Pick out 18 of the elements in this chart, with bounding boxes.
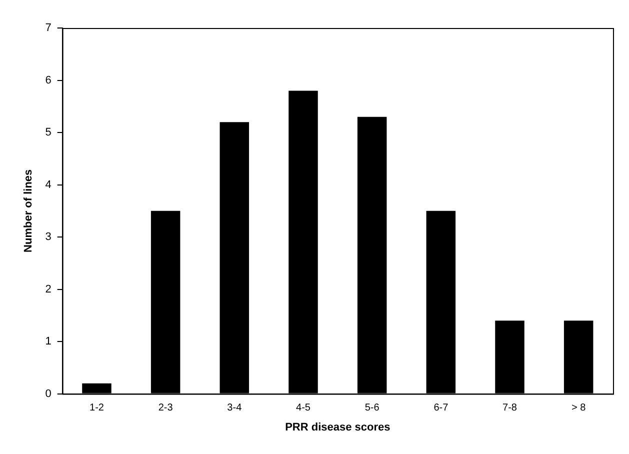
x-tick-label: 2-3 <box>158 402 174 414</box>
x-axis-title: PRR disease scores <box>285 421 390 434</box>
x-tick-label: 7-8 <box>502 402 518 414</box>
y-tick-label: 5 <box>45 126 52 139</box>
y-tick-label: 2 <box>45 283 52 296</box>
y-tick-label: 6 <box>45 74 52 86</box>
y-tick-label: 3 <box>45 231 52 244</box>
y-tick-label: 4 <box>45 178 52 191</box>
x-tick-label: 1-2 <box>90 402 104 414</box>
y-tick-label: 0 <box>45 388 52 400</box>
y-tick-label: 1 <box>45 336 52 348</box>
x-tick-label: 3-4 <box>227 402 242 414</box>
x-tick-label: 6-7 <box>434 402 449 414</box>
x-tick-label: > 8 <box>571 402 586 414</box>
y-axis-title: Number of lines <box>22 169 35 252</box>
x-tick-label: 4-5 <box>296 402 311 414</box>
x-tick-label: 5-6 <box>364 402 380 414</box>
y-tick-label: 7 <box>45 22 52 34</box>
